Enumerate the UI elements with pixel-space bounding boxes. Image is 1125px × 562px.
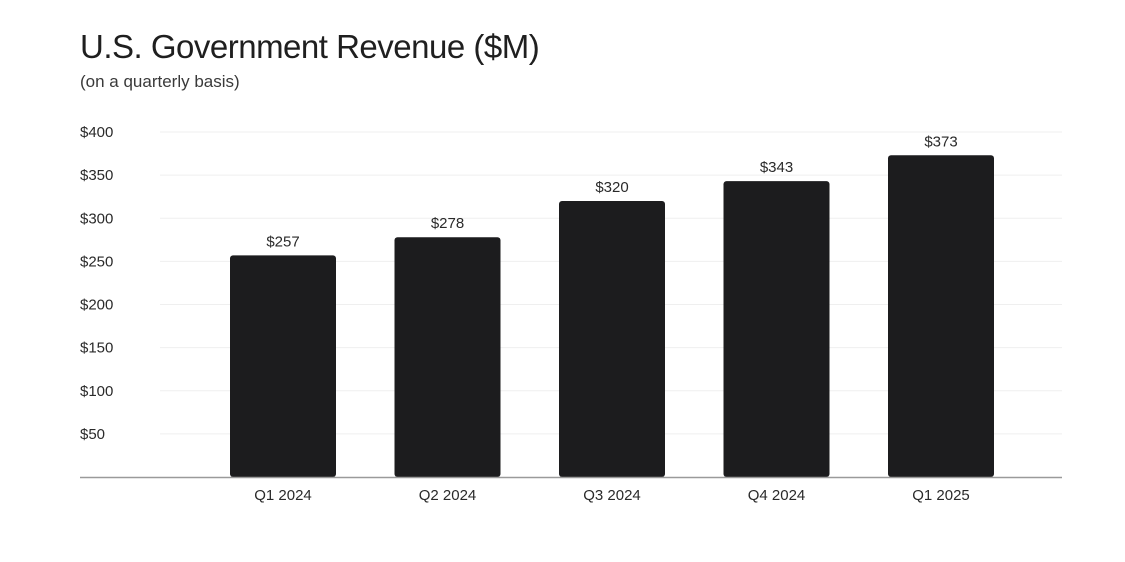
y-tick-label: $300 [80, 210, 113, 227]
x-axis-ticks: Q1 2024 Q2 2024 Q3 2024 Q4 2024 Q1 2025 [254, 487, 970, 504]
bar [888, 155, 994, 477]
y-tick-label: $200 [80, 297, 113, 314]
x-tick-label: Q3 2024 [583, 487, 641, 504]
y-tick-label: $350 [80, 167, 113, 184]
y-tick-label: $50 [80, 426, 105, 443]
data-label: $257 [266, 233, 299, 250]
data-label: $278 [431, 215, 464, 232]
y-tick-label: $400 [80, 124, 113, 141]
y-tick-label: $250 [80, 253, 113, 270]
data-label: $320 [595, 179, 628, 196]
bar [394, 237, 501, 477]
data-label: $343 [760, 159, 793, 176]
y-tick-label: $100 [80, 383, 113, 400]
x-tick-label: Q4 2024 [748, 487, 806, 504]
y-axis-ticks: $50 $100 $150 $200 $250 $300 $350 $400 [80, 124, 113, 443]
x-tick-label: Q1 2025 [912, 487, 970, 504]
x-tick-label: Q2 2024 [419, 487, 477, 504]
y-tick-label: $150 [80, 340, 113, 357]
bar [230, 255, 336, 477]
bar [723, 181, 830, 477]
bar [559, 201, 665, 477]
bars [230, 155, 994, 477]
data-label: $373 [924, 133, 957, 150]
data-labels: $257 $278 $320 $343 $373 [266, 133, 957, 250]
chart-subtitle: (on a quarterly basis) [80, 72, 240, 91]
chart-title: U.S. Government Revenue ($M) [80, 28, 540, 65]
x-tick-label: Q1 2024 [254, 487, 312, 504]
